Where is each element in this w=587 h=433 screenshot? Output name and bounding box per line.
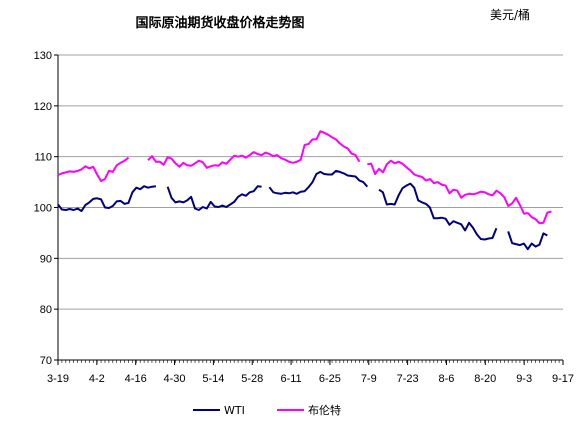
x-tick-label: 7-9 [361, 373, 377, 385]
x-tick-label: 7-23 [397, 373, 419, 385]
x-tick-label: 8-20 [474, 373, 496, 385]
legend-label: 布伦特 [308, 403, 341, 417]
unit-label: 美元/桶 [490, 7, 530, 22]
legend-label: WTI [224, 404, 245, 417]
grid-lines [58, 54, 563, 310]
x-tick-label: 3-19 [47, 373, 69, 385]
x-tick-label: 6-11 [280, 373, 301, 385]
chart-title: 国际原油期货收盘价格走势图 [135, 15, 304, 31]
legend: WTI 布伦特 [193, 403, 341, 417]
x-tick-label: 9-3 [516, 373, 532, 385]
axes: 70 80 90 100 110 120 130 3-19 4-2 4-16 4-30 5-14 5-2… [34, 50, 574, 385]
series-line-wti [57, 169, 548, 251]
y-tick-label: 80 [40, 304, 52, 316]
x-tick-label: 9-17 [552, 373, 574, 385]
y-tick-label: 100 [34, 203, 52, 215]
y-tick-label: 90 [40, 253, 52, 265]
x-tick-label: 8-6 [439, 373, 455, 385]
x-tick-label: 5-28 [241, 373, 263, 385]
series-line-brent [57, 130, 552, 225]
x-tick-label: 4-16 [125, 373, 147, 385]
y-tick-label: 110 [34, 152, 52, 164]
x-tick-label: 4-30 [164, 373, 186, 385]
x-tick-label: 6-25 [319, 373, 341, 385]
series-lines [57, 130, 552, 251]
x-tick-label: 4-2 [89, 373, 105, 385]
y-tick-label: 70 [40, 355, 52, 367]
y-tick-label: 130 [34, 50, 52, 62]
y-tick-label: 120 [34, 101, 52, 113]
x-tick-label: 5-14 [202, 373, 224, 385]
